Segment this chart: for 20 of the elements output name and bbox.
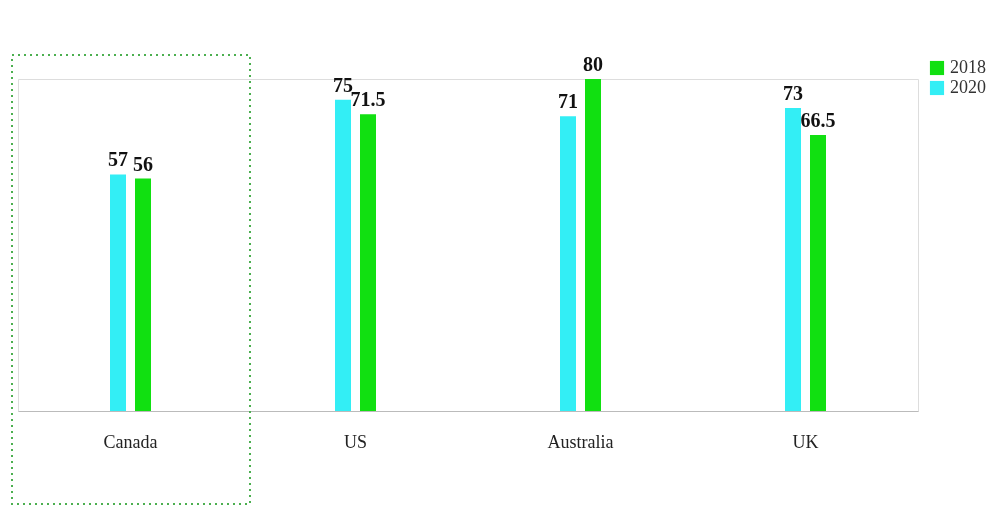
x-tick-label: US	[343, 431, 368, 452]
bar	[560, 116, 576, 411]
data-label: 66.5	[800, 109, 836, 132]
data-label: 56	[133, 152, 153, 175]
data-label: 57	[108, 148, 128, 171]
bar	[110, 174, 126, 411]
bar	[785, 108, 801, 411]
data-label: 73	[783, 82, 803, 105]
bar	[585, 79, 601, 411]
x-tick-label: UK	[792, 431, 819, 452]
data-label: 80	[583, 53, 603, 75]
data-label: 71	[558, 90, 578, 113]
x-tick-label: Canada	[103, 431, 158, 452]
x-tick-label: Australia	[547, 431, 614, 452]
legend-label: 2020	[950, 77, 986, 97]
bar	[135, 178, 151, 411]
bar	[335, 99, 351, 411]
legend-label: 2018	[950, 57, 986, 77]
bar	[360, 114, 376, 411]
bar	[810, 135, 826, 411]
